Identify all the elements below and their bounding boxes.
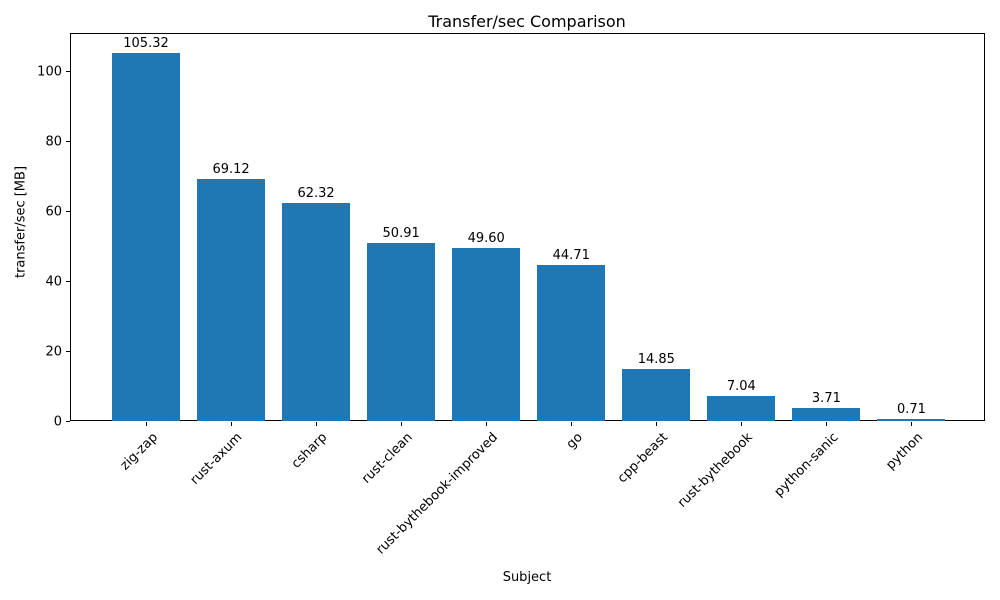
bar-value-label: 62.32	[297, 186, 335, 202]
x-axis-label: Subject	[502, 570, 552, 585]
bar-value-label: 105.32	[123, 35, 169, 51]
bar-value-label: 50.91	[382, 226, 420, 242]
y-tick-label: 100	[37, 64, 62, 80]
y-tick-label: 60	[45, 204, 62, 220]
x-tick-label: rust-bythebook	[675, 430, 756, 511]
y-tick-mark	[66, 351, 70, 353]
x-tick-mark	[401, 422, 403, 426]
bar-value-label: 44.71	[552, 247, 590, 263]
bar-value-label: 3.71	[811, 391, 841, 407]
bar-go	[537, 264, 606, 421]
x-tick-mark	[826, 422, 828, 426]
bar-value-label: 14.85	[637, 352, 675, 368]
x-tick-label: go	[563, 430, 586, 453]
bar-rust-clean	[367, 243, 436, 421]
x-tick-mark	[231, 422, 233, 426]
bar-value-label: 7.04	[726, 379, 756, 395]
bar-rust-axum	[197, 179, 266, 421]
x-tick-label: python	[883, 430, 927, 473]
x-tick-label: zig-zap	[117, 430, 161, 474]
bar-cpp-beast	[622, 369, 691, 421]
x-tick-label: csharp	[289, 430, 331, 472]
x-tick-mark	[486, 422, 488, 426]
x-tick-mark	[741, 422, 743, 426]
y-tick-label: 40	[45, 274, 62, 290]
bar-python	[877, 418, 946, 421]
bar-zig-zap	[112, 52, 180, 421]
y-tick-mark	[66, 421, 70, 422]
y-tick-label: 0	[53, 414, 62, 429]
x-tick-label: cpp-beast	[614, 430, 671, 487]
y-tick-mark	[66, 211, 70, 213]
x-tick-label: rust-axum	[187, 430, 246, 488]
bar-rust-bythebook-improved	[452, 247, 521, 421]
x-tick-mark	[316, 422, 318, 426]
y-axis-label: transfer/sec [MB]	[13, 165, 29, 279]
bar-python-sanic	[792, 408, 861, 421]
x-tick-label: python-sanic	[771, 430, 842, 500]
y-tick-label: 80	[45, 134, 62, 150]
x-tick-label: rust-clean	[359, 430, 416, 487]
bar-value-label: 69.12	[212, 162, 250, 178]
y-tick-mark	[66, 281, 70, 283]
y-tick-mark	[66, 71, 70, 73]
chart-title: Transfer/sec Comparison	[428, 12, 626, 31]
x-tick-mark	[146, 422, 147, 426]
y-tick-label: 20	[45, 344, 62, 360]
bar-csharp	[282, 203, 351, 421]
x-tick-mark	[911, 422, 913, 426]
x-tick-mark	[571, 422, 573, 426]
bar-value-label: 0.71	[896, 401, 926, 417]
bar-rust-bythebook	[707, 396, 776, 421]
x-tick-mark	[656, 422, 658, 426]
y-tick-mark	[66, 141, 70, 143]
bar-value-label: 49.60	[467, 230, 505, 246]
